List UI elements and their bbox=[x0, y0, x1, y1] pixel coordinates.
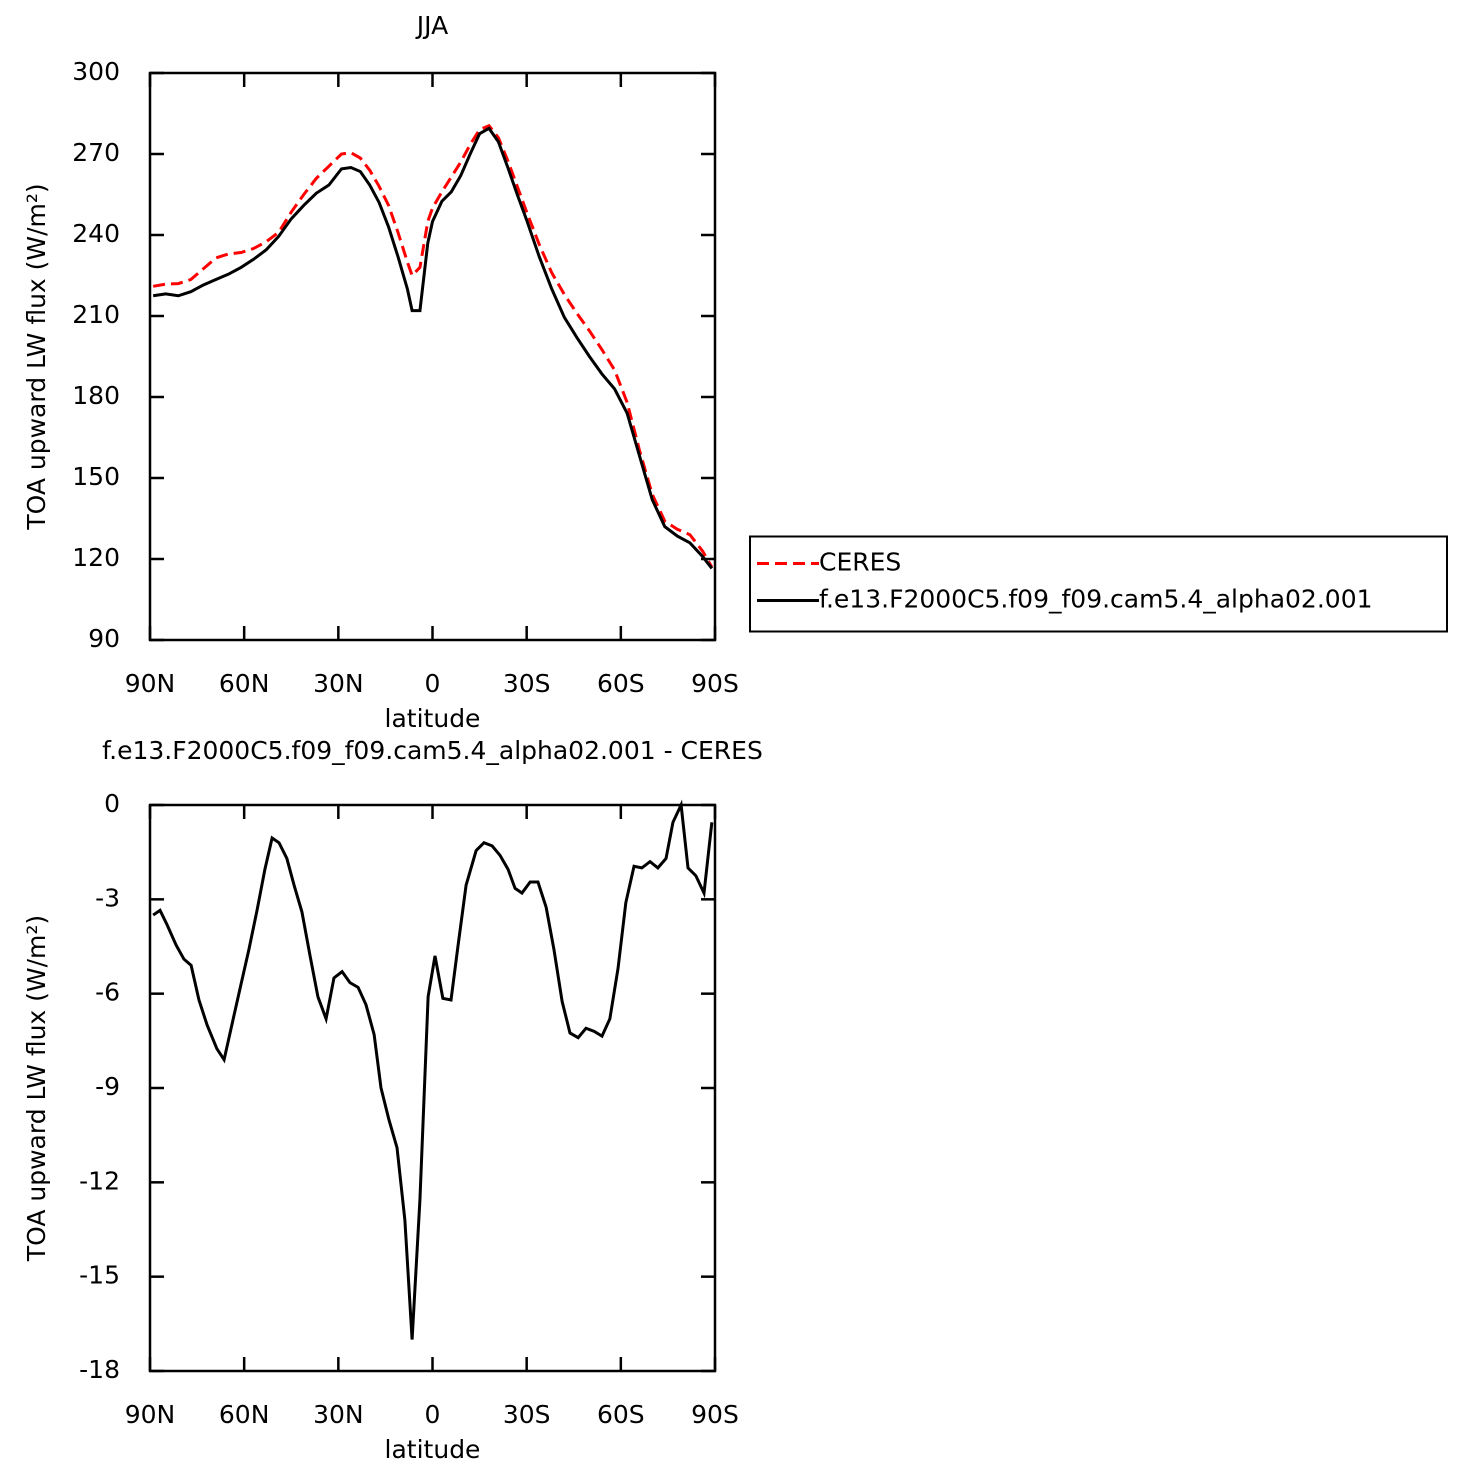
y-tick-label: 300 bbox=[72, 57, 120, 86]
panel: JJA 90 120 150 180 210 240 270 300 90N 60N 30N 0 30S 6… bbox=[22, 11, 1448, 733]
x-tick-label: 30S bbox=[503, 1400, 551, 1429]
y-axis-label: TOA upward LW flux (W/m²) bbox=[22, 183, 51, 530]
y-axis-label: TOA upward LW flux (W/m²) bbox=[22, 915, 51, 1262]
y-tick-label: -3 bbox=[95, 883, 120, 912]
chart-title: JJA bbox=[415, 11, 448, 40]
x-tick-label: 60N bbox=[219, 669, 270, 698]
y-tick-label: 90 bbox=[88, 624, 120, 653]
plot-frame bbox=[148, 71, 717, 642]
y-tick-label: -6 bbox=[95, 978, 120, 1007]
y-tick-label: -15 bbox=[79, 1261, 120, 1290]
x-tick-label: 60S bbox=[597, 1400, 645, 1429]
y-tick-label: 120 bbox=[72, 543, 120, 572]
data-line bbox=[152, 799, 714, 1340]
x-tick-label: 0 bbox=[425, 1400, 441, 1429]
x-tick-label: 30N bbox=[313, 669, 364, 698]
legend-label: CERES bbox=[819, 548, 901, 577]
x-tick-label: 30S bbox=[503, 669, 551, 698]
x-tick-label: 90N bbox=[125, 1400, 176, 1429]
x-tick-label: 90S bbox=[691, 669, 739, 698]
plot-frame bbox=[148, 803, 717, 1373]
legend-box bbox=[749, 535, 1448, 633]
panel: f.e13.F2000C5.f09_f09.cam5.4_alpha02.001… bbox=[22, 736, 763, 1464]
chart-title: f.e13.F2000C5.f09_f09.cam5.4_alpha02.001… bbox=[102, 736, 763, 765]
data-line bbox=[152, 123, 714, 568]
y-tick-label: -18 bbox=[79, 1355, 120, 1384]
x-tick-label: 60N bbox=[219, 1400, 270, 1429]
y-tick-label: 210 bbox=[72, 300, 120, 329]
legend-label: f.e13.F2000C5.f09_f09.cam5.4_alpha02.001 bbox=[819, 585, 1373, 614]
x-axis-label: latitude bbox=[385, 704, 481, 733]
y-tick-label: -9 bbox=[95, 1072, 120, 1101]
x-tick-label: 90S bbox=[691, 1400, 739, 1429]
y-tick-label: 180 bbox=[72, 381, 120, 410]
x-tick-label: 30N bbox=[313, 1400, 364, 1429]
y-tick-label: 150 bbox=[72, 462, 120, 491]
data-line bbox=[152, 126, 714, 570]
x-axis-label: latitude bbox=[385, 1435, 481, 1464]
y-tick-label: 240 bbox=[72, 219, 120, 248]
y-tick-label: 270 bbox=[72, 138, 120, 167]
y-tick-label: -12 bbox=[79, 1166, 120, 1195]
x-tick-label: 60S bbox=[597, 669, 645, 698]
x-tick-label: 90N bbox=[125, 669, 176, 698]
y-tick-label: 0 bbox=[104, 789, 120, 818]
x-tick-label: 0 bbox=[425, 669, 441, 698]
